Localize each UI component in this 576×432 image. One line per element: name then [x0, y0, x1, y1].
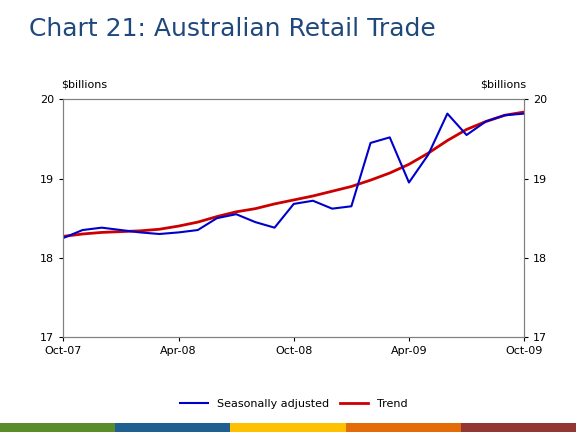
Text: Chart 21: Australian Retail Trade: Chart 21: Australian Retail Trade — [29, 17, 435, 41]
Text: 23: 23 — [553, 400, 567, 410]
Text: Source: ABS Catalogue Number 8501.0.: Source: ABS Catalogue Number 8501.0. — [12, 400, 179, 409]
Bar — [346, 423, 461, 432]
Bar — [115, 423, 230, 432]
Legend: Seasonally adjusted, Trend: Seasonally adjusted, Trend — [176, 395, 412, 414]
Text: $billions: $billions — [61, 80, 107, 90]
Text: $billions: $billions — [480, 80, 526, 90]
Bar — [230, 423, 346, 432]
Bar — [0, 423, 115, 432]
Bar — [461, 423, 576, 432]
